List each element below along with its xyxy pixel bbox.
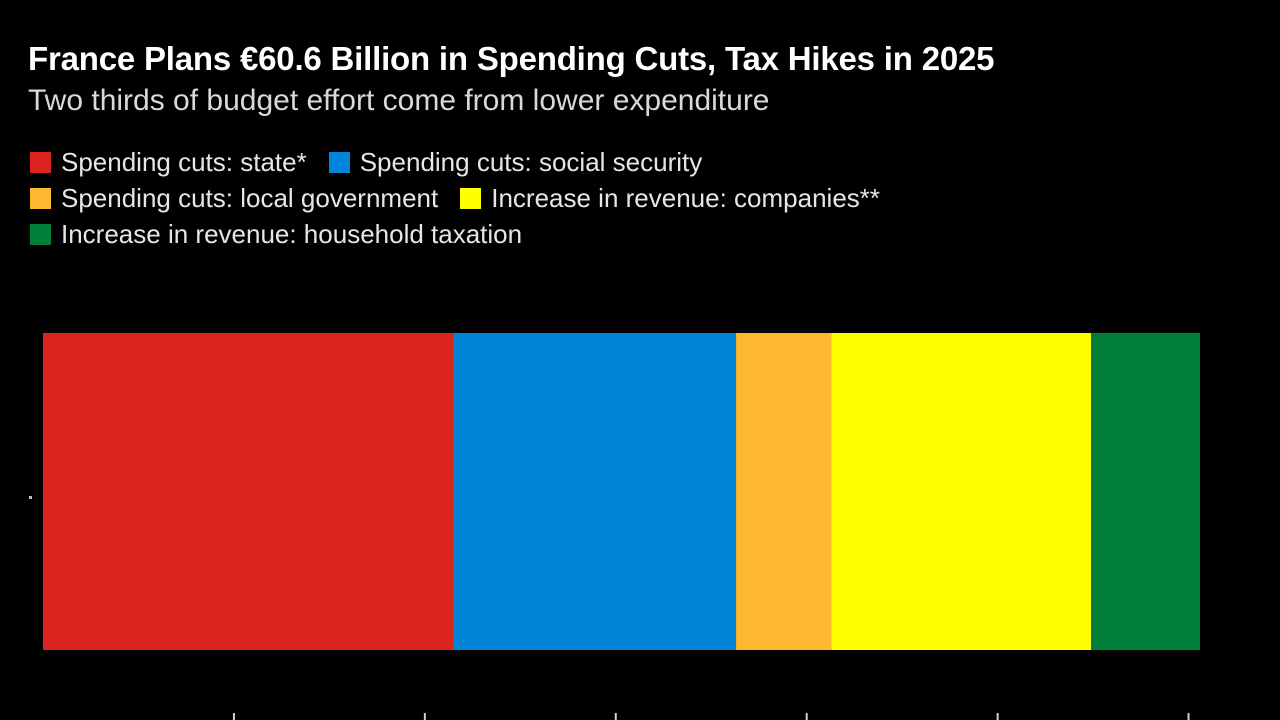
category-marker — [29, 496, 32, 499]
bar-segment-2 — [736, 333, 832, 650]
bar-segment-1 — [453, 333, 737, 650]
legend-swatch-local-government — [30, 187, 51, 209]
legend-label-social-security: Spending cuts: social security — [359, 146, 703, 177]
legend-item-social-security: Spending cuts: social security — [328, 146, 703, 178]
legend-label-companies: Increase in revenue: companies** — [491, 182, 881, 213]
chart-title: France Plans €60.6 Billion in Spending C… — [28, 40, 995, 77]
legend-item-household-taxation: Increase in revenue: household taxation — [30, 219, 522, 250]
legend-swatch-state — [30, 151, 51, 173]
legend-row: Spending cuts: state* Spending cuts: soc… — [30, 144, 1250, 180]
legend-label-household-taxation: Increase in revenue: household taxation — [61, 218, 523, 249]
legend-item-local-government: Spending cuts: local government — [30, 183, 438, 214]
legend-label-local-government: Spending cuts: local government — [61, 182, 439, 213]
legend-row: Increase in revenue: household taxation — [30, 216, 1250, 252]
legend-item-state: Spending cuts: state* — [30, 147, 307, 178]
bar-segment-3 — [831, 333, 1092, 650]
legend-swatch-social-security — [328, 151, 350, 173]
legend-row: Spending cuts: local government Increase… — [30, 180, 1250, 216]
bar-segment-4 — [1091, 333, 1200, 650]
chart-subtitle: Two thirds of budget effort come from lo… — [28, 84, 770, 117]
bar-segment-0 — [43, 333, 454, 650]
legend-label-state: Spending cuts: state* — [61, 146, 307, 177]
legend-swatch-household-taxation — [30, 223, 51, 245]
legend-swatch-companies — [460, 187, 482, 209]
legend-item-companies: Increase in revenue: companies** — [460, 183, 880, 214]
chart-legend: Spending cuts: state* Spending cuts: soc… — [30, 144, 1250, 252]
